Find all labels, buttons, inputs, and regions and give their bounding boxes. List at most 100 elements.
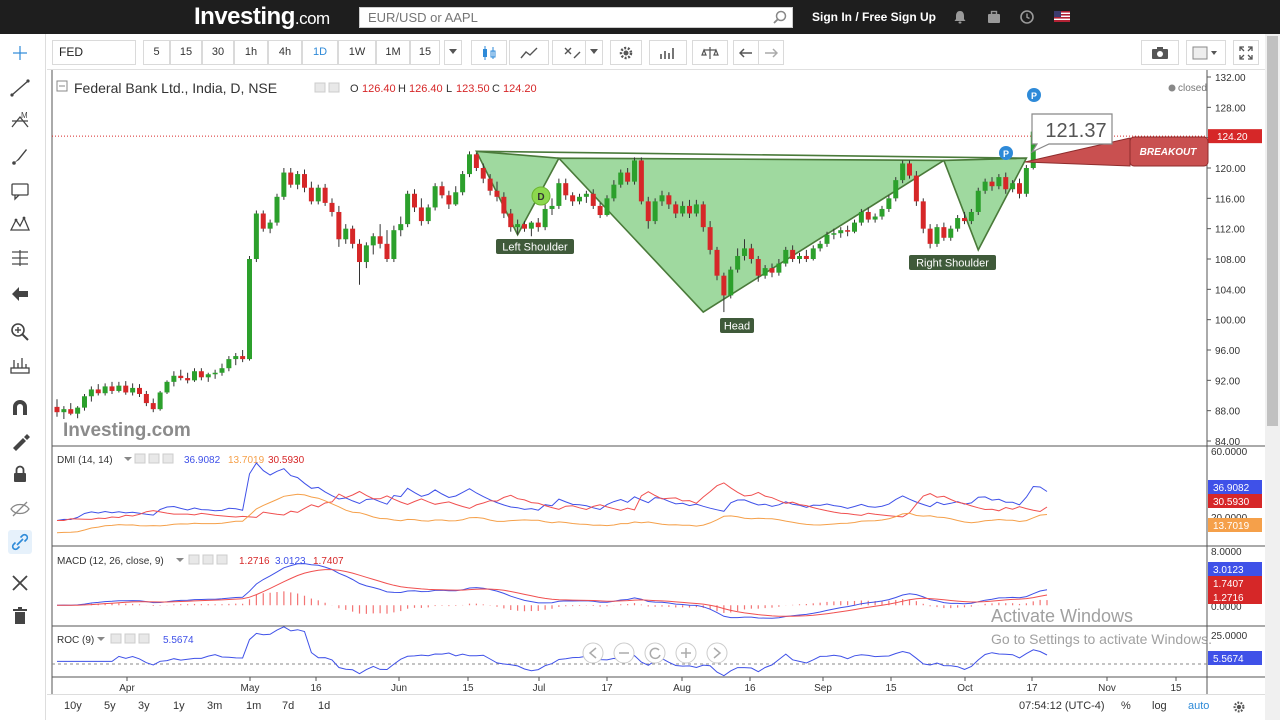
candle-body[interactable]: [797, 255, 802, 259]
scale-button[interactable]: [692, 40, 728, 65]
clock-icon[interactable]: [1019, 9, 1035, 25]
interval-1h-button[interactable]: 1h: [234, 40, 268, 65]
candle-body[interactable]: [405, 193, 411, 225]
candle-body[interactable]: [1023, 168, 1029, 194]
signin-link[interactable]: Sign In / Free Sign Up: [812, 10, 937, 24]
undo-button[interactable]: [733, 40, 759, 65]
right-shoulder-label[interactable]: Right Shoulder: [909, 255, 996, 270]
candle-body[interactable]: [185, 378, 191, 381]
candle-body[interactable]: [370, 236, 376, 246]
pitchfork-icon[interactable]: M: [8, 109, 32, 133]
candle-body[interactable]: [597, 205, 603, 216]
interval-4h-button[interactable]: 4h: [268, 40, 302, 65]
search-box[interactable]: [359, 7, 793, 28]
candle-body[interactable]: [907, 163, 912, 176]
candle-body[interactable]: [432, 186, 438, 208]
site-logo[interactable]: Investing.com: [194, 3, 330, 30]
candle-body[interactable]: [845, 230, 851, 232]
candle-body[interactable]: [975, 190, 981, 212]
p-marker-top[interactable]: P: [1027, 88, 1041, 102]
candle-body[interactable]: [948, 228, 954, 238]
settings-button[interactable]: [610, 40, 642, 65]
candle-body[interactable]: [61, 409, 67, 413]
candle-body[interactable]: [281, 172, 287, 197]
range-1m-button[interactable]: 1m: [246, 700, 262, 712]
candle-body[interactable]: [955, 218, 961, 229]
dmi-pane[interactable]: DMI (14, 14) 36.9082 13.7019 30.5930 60.…: [56, 447, 1262, 534]
candle-body[interactable]: [130, 387, 136, 393]
measure-icon[interactable]: [8, 354, 32, 378]
candle-body[interactable]: [927, 228, 933, 244]
auto-toggle[interactable]: auto: [1188, 700, 1210, 712]
candle-body[interactable]: [693, 204, 699, 214]
scrollbar-thumb[interactable]: [1267, 36, 1278, 426]
candle-body[interactable]: [143, 393, 149, 404]
candle-body[interactable]: [260, 213, 266, 229]
candle-body[interactable]: [453, 192, 459, 205]
us-flag-icon[interactable]: [1054, 11, 1070, 22]
candle-body[interactable]: [968, 211, 974, 222]
brush-icon[interactable]: [8, 144, 32, 168]
lock-icon[interactable]: [8, 462, 32, 486]
settings-icon[interactable]: [328, 82, 340, 93]
pattern-icon[interactable]: [8, 212, 32, 236]
candle-body[interactable]: [962, 218, 967, 222]
candle-body[interactable]: [460, 174, 466, 193]
candle-body[interactable]: [673, 204, 679, 214]
candle-body[interactable]: [817, 243, 823, 249]
candle-body[interactable]: [88, 389, 94, 397]
candle-body[interactable]: [872, 216, 878, 220]
page-scrollbar[interactable]: [1265, 34, 1280, 720]
scroll-left-button[interactable]: [582, 642, 604, 664]
candle-body[interactable]: [783, 249, 789, 264]
candle-body[interactable]: [391, 230, 397, 259]
zoom-icon[interactable]: [8, 320, 32, 344]
roc-pane[interactable]: ROC (9) 5.5674 25.0000 5.5674: [52, 626, 1262, 677]
candle-body[interactable]: [233, 356, 239, 360]
candle-body[interactable]: [687, 205, 692, 214]
gear-icon[interactable]: [1232, 700, 1246, 714]
candle-body[interactable]: [632, 160, 637, 182]
collapse-icon[interactable]: [56, 80, 68, 92]
candle-body[interactable]: [618, 172, 624, 185]
candle-body[interactable]: [824, 234, 830, 244]
candle-body[interactable]: [157, 392, 163, 410]
candle-body[interactable]: [852, 222, 857, 232]
candle-body[interactable]: [288, 172, 294, 185]
candle-body[interactable]: [721, 275, 727, 296]
candle-body[interactable]: [1017, 183, 1022, 194]
d-marker[interactable]: D: [531, 186, 551, 206]
indicators-dropdown[interactable]: [585, 40, 603, 65]
eye-icon[interactable]: [188, 554, 200, 565]
chart-area[interactable]: 132.00128.00124.00120.00116.00112.00108.…: [47, 70, 1265, 694]
candle-body[interactable]: [336, 211, 342, 240]
candle-body[interactable]: [508, 213, 514, 228]
candle-body[interactable]: [247, 259, 252, 360]
settings-icon[interactable]: [124, 633, 136, 644]
candle-body[interactable]: [219, 368, 225, 373]
candle-body[interactable]: [109, 386, 115, 391]
candle-body[interactable]: [913, 175, 919, 202]
interval-1W-button[interactable]: 1W: [338, 40, 376, 65]
candle-body[interactable]: [116, 385, 122, 391]
head-label[interactable]: Head: [720, 318, 754, 333]
candles-style-button[interactable]: [471, 40, 507, 65]
price-axis[interactable]: 132.00128.00124.00120.00116.00112.00108.…: [1207, 73, 1262, 448]
candle-body[interactable]: [467, 154, 472, 175]
reset-button[interactable]: [644, 642, 666, 664]
candle-body[interactable]: [893, 180, 899, 199]
candle-body[interactable]: [769, 268, 775, 273]
pattern-triangle-head[interactable]: [557, 157, 947, 314]
briefcase-icon[interactable]: [986, 9, 1002, 25]
close-icon[interactable]: [138, 633, 150, 644]
candle-body[interactable]: [178, 375, 184, 379]
candle-body[interactable]: [604, 198, 610, 216]
candle-body[interactable]: [439, 186, 445, 196]
candle-body[interactable]: [384, 243, 390, 259]
candle-body[interactable]: [226, 359, 232, 369]
candle-body[interactable]: [996, 177, 1002, 187]
magnet-icon[interactable]: [8, 396, 32, 420]
candle-body[interactable]: [425, 207, 431, 222]
settings-icon[interactable]: [202, 554, 214, 565]
candle-body[interactable]: [343, 228, 349, 240]
